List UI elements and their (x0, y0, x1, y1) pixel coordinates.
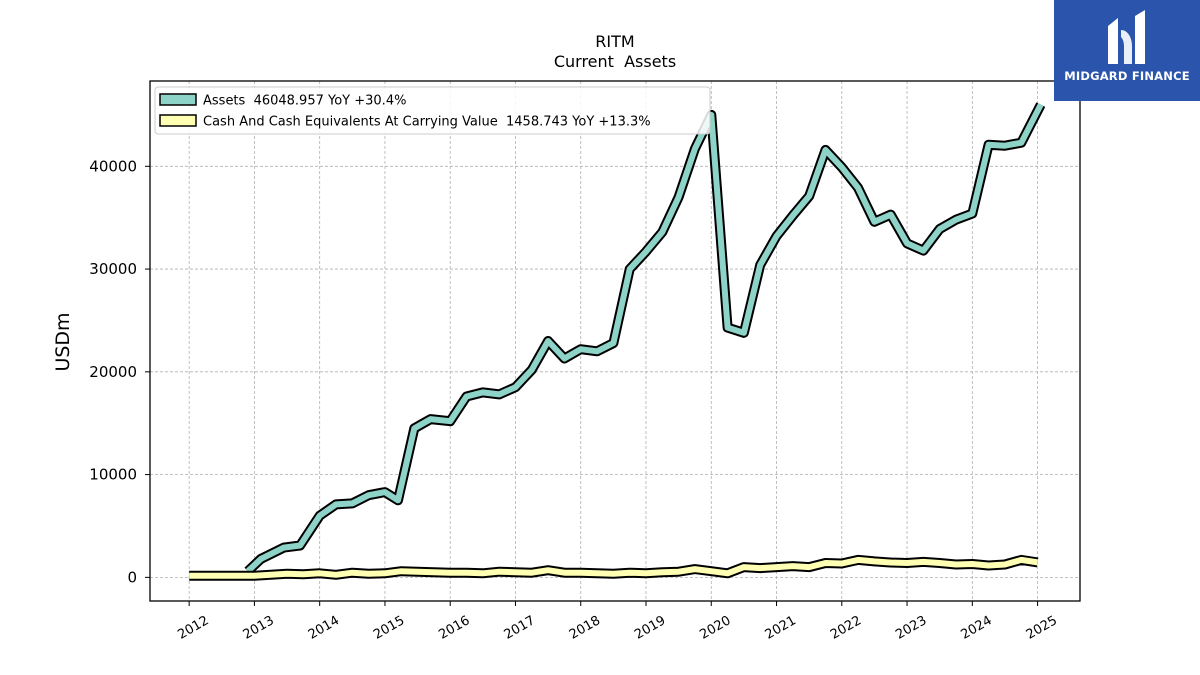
chart-title: RITM (595, 32, 634, 51)
x-tick-label: 2014 (306, 613, 342, 643)
legend-swatch-cash (159, 114, 197, 127)
x-tick-label: 2022 (828, 613, 864, 643)
x-tick-label: 2016 (436, 613, 472, 643)
y-tick-label: 0 (127, 568, 137, 586)
logo-mark-icon (1108, 10, 1145, 64)
y-tick-label: 30000 (89, 260, 137, 278)
x-tick-label: 2019 (632, 613, 668, 643)
x-tick-label: 2017 (502, 613, 538, 643)
x-tick-label: 2025 (1024, 613, 1060, 643)
x-tick-label: 2021 (763, 613, 799, 643)
chart-subtitle: Current Assets (554, 52, 676, 71)
series-line-cash (189, 556, 1039, 579)
x-tick-label: 2023 (893, 613, 929, 643)
series-layer (189, 102, 1046, 581)
legend-label-cash: Cash And Cash Equivalents At Carrying Va… (203, 115, 651, 130)
y-tick-label: 20000 (89, 363, 137, 381)
logo-text: MIDGARD FINANCE (1064, 69, 1190, 83)
x-tick-label: 2013 (241, 613, 277, 643)
series-line-assets (245, 103, 1044, 574)
y-tick-label: 40000 (89, 157, 137, 175)
x-tick-label: 2024 (958, 613, 994, 643)
y-ticks: 0 10000 20000 30000 40000 (89, 157, 150, 586)
x-ticks: 2012 2013 2014 2015 2016 2017 2018 2019 2020 2021… (175, 601, 1060, 643)
legend-label-assets: Assets 46048.957 YoY +30.4% (203, 94, 406, 109)
y-axis-label: USDm (52, 312, 74, 371)
grid (150, 81, 1080, 601)
x-tick-label: 2020 (697, 613, 733, 643)
plot-frame (149, 80, 1081, 602)
x-tick-label: 2018 (567, 613, 603, 643)
legend-box (154, 86, 711, 135)
series-outline-assets (244, 102, 1046, 575)
legend-swatch-assets (159, 93, 197, 106)
x-tick-label: 2015 (371, 613, 407, 643)
y-tick-label: 10000 (89, 466, 137, 484)
x-tick-label: 2012 (175, 613, 211, 643)
legend: Assets 46048.957 YoY +30.4% Cash And Cas… (154, 86, 711, 135)
brand-logo: MIDGARD FINANCE (1054, 0, 1200, 101)
